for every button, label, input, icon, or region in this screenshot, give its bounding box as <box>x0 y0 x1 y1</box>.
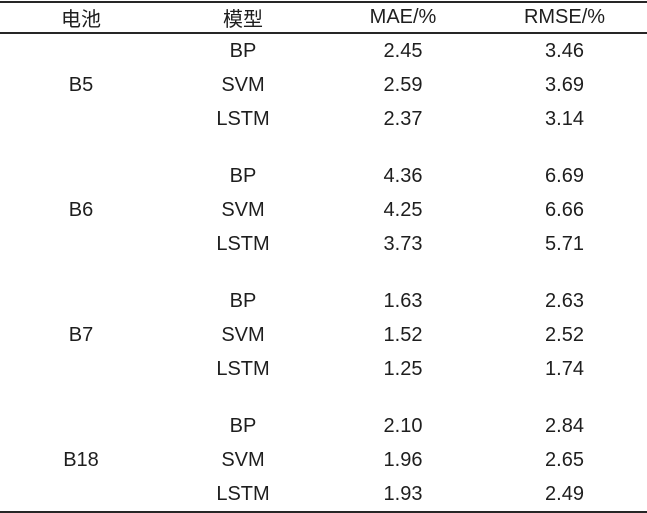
mae-cell: 1.96 <box>383 448 423 471</box>
table-row: SVM 1.96 2.65 <box>0 443 647 477</box>
model-cell: BP <box>229 39 257 62</box>
table-row: B5 BP 2.45 3.46 <box>0 33 647 96</box>
mae-cell: 2.59 <box>383 73 423 96</box>
group-spacer <box>0 136 647 159</box>
table-row: B18 BP 2.10 2.84 <box>0 409 647 471</box>
mae-cell: 2.10 <box>383 414 423 437</box>
model-cell: BP <box>229 414 257 437</box>
rmse-cell: 1.74 <box>545 357 584 380</box>
mae-cell: 1.93 <box>383 482 423 505</box>
rmse-cell: 2.65 <box>545 448 584 471</box>
mae-cell: 2.45 <box>383 39 423 62</box>
col-header-mae: MAE/% <box>324 2 482 34</box>
mae-cell: 4.25 <box>383 198 423 221</box>
rmse-cell: 6.66 <box>545 198 584 221</box>
model-cell: LSTM <box>216 482 270 505</box>
battery-label: B5 <box>68 73 94 96</box>
model-cell: BP <box>229 289 257 312</box>
battery-group-b6: B6 BP 4.36 6.69 SVM 4.25 6.66 LSTM 3.73 … <box>0 159 647 261</box>
model-cell: LSTM <box>216 357 270 380</box>
mae-cell: 2.37 <box>383 107 423 130</box>
group-spacer <box>0 386 647 409</box>
col-header-model: 模型 <box>162 2 324 34</box>
col-header-battery: 电池 <box>0 2 162 34</box>
table-row: LSTM 2.37 3.14 <box>0 102 647 136</box>
battery-group-b5: B5 BP 2.45 3.46 SVM 2.59 3.69 LSTM 2.37 … <box>0 33 647 136</box>
mae-cell: 1.25 <box>383 357 423 380</box>
rmse-cell: 3.69 <box>545 73 584 96</box>
battery-label: B7 <box>68 323 94 346</box>
battery-label: B6 <box>68 198 94 221</box>
rmse-cell: 2.49 <box>545 482 584 505</box>
table-header: 电池 模型 MAE/% RMSE/% <box>0 2 647 34</box>
model-cell: SVM <box>221 448 265 471</box>
rmse-cell: 6.69 <box>545 164 584 187</box>
spacer-cell <box>0 386 647 409</box>
table-row: LSTM 3.73 5.71 <box>0 227 647 261</box>
group-spacer <box>0 261 647 284</box>
rmse-cell: 3.46 <box>545 39 584 62</box>
model-cell: LSTM <box>216 232 270 255</box>
mae-cell: 1.52 <box>383 323 423 346</box>
table-row: B7 BP 1.63 2.63 <box>0 284 647 346</box>
table-row: LSTM 1.25 1.74 <box>0 352 647 386</box>
battery-group-b7: B7 BP 1.63 2.63 SVM 1.52 2.52 LSTM 1.25 … <box>0 284 647 386</box>
rmse-cell: 2.52 <box>545 323 584 346</box>
mae-cell: 1.63 <box>383 289 423 312</box>
rmse-cell: 2.63 <box>545 289 584 312</box>
spacer-cell <box>0 261 647 284</box>
model-cell: BP <box>229 164 257 187</box>
col-header-rmse: RMSE/% <box>482 2 647 34</box>
model-cell: SVM <box>221 198 265 221</box>
rmse-cell: 2.84 <box>545 414 584 437</box>
table-row: SVM 1.52 2.52 <box>0 318 647 352</box>
model-cell: SVM <box>221 73 265 96</box>
table-row: SVM 2.59 3.69 <box>0 68 647 102</box>
battery-group-b18: B18 BP 2.10 2.84 SVM 1.96 2.65 LSTM 1.93… <box>0 409 647 513</box>
spacer-cell <box>0 136 647 159</box>
battery-label: B18 <box>63 448 99 471</box>
rmse-cell: 5.71 <box>545 232 584 255</box>
table-row: SVM 4.25 6.66 <box>0 193 647 227</box>
rmse-cell: 3.14 <box>545 107 584 130</box>
mae-cell: 4.36 <box>383 164 423 187</box>
model-cell: SVM <box>221 323 265 346</box>
table-row: LSTM 1.93 2.49 <box>0 477 647 513</box>
header-row: 电池 模型 MAE/% RMSE/% <box>0 2 647 34</box>
model-cell: LSTM <box>216 107 270 130</box>
mae-cell: 3.73 <box>383 232 423 255</box>
table-row: B6 BP 4.36 6.69 <box>0 159 647 221</box>
